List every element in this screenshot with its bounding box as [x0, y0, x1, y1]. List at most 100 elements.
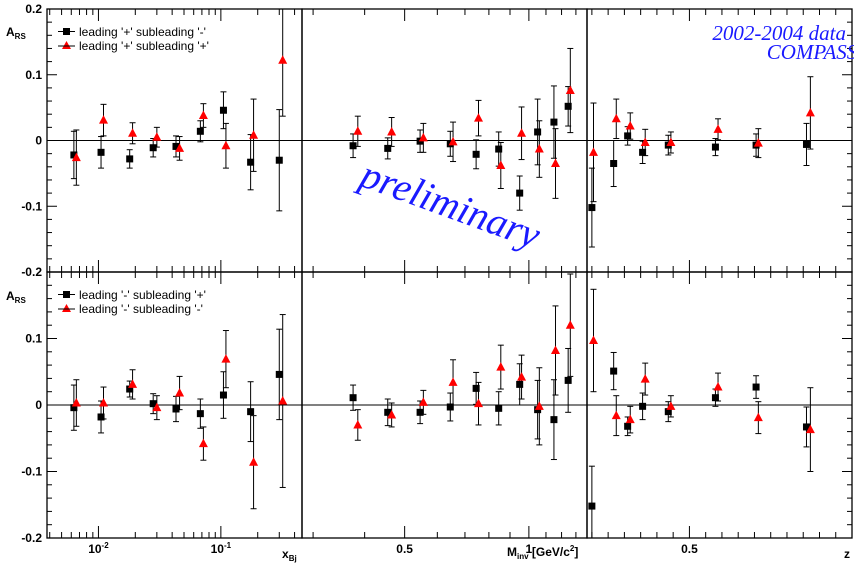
- data-point-square: [247, 158, 255, 166]
- legend-entry-top-2: leading '+' subleading '+': [79, 39, 209, 53]
- data-point-triangle: [534, 401, 544, 410]
- data-point-triangle: [278, 396, 288, 405]
- data-point-square: [172, 142, 180, 150]
- legend-entry-top-1: leading '+' subleading '-': [79, 25, 206, 39]
- x-tick-label: 1: [526, 542, 533, 556]
- data-point-square: [275, 156, 283, 164]
- data-point-square: [97, 148, 105, 156]
- data-point-triangle: [805, 424, 815, 434]
- data-point-triangle: [71, 398, 81, 407]
- y-tick-label: -0.1: [21, 465, 42, 479]
- data-point-triangle: [517, 128, 527, 137]
- data-point-triangle: [448, 136, 458, 146]
- data-point-triangle: [496, 362, 506, 371]
- data-point-triangle: [221, 140, 231, 150]
- x-axis-title-minv: Minv [GeV/c2]: [507, 544, 578, 561]
- x-tick-label: 0.5: [681, 542, 698, 556]
- y-tick-label: 0: [35, 134, 42, 148]
- x-tick-label-exponent: -1: [224, 541, 232, 550]
- x-tick-label-exponent: -2: [102, 541, 110, 550]
- y-tick-label: 0.2: [25, 2, 42, 16]
- x-tick-label: 10-2: [88, 541, 109, 556]
- data-point-triangle: [249, 130, 259, 139]
- data-point-square: [639, 402, 647, 410]
- data-point-square: [149, 400, 157, 408]
- data-point-square: [149, 144, 157, 152]
- data-point-triangle: [152, 402, 162, 412]
- x-tick-label: 0.5: [396, 542, 413, 556]
- data-point-square: [802, 140, 810, 148]
- data-point-square: [588, 204, 596, 212]
- data-point-square: [534, 128, 542, 136]
- data-point-square: [802, 423, 810, 431]
- data-point-triangle: [128, 128, 138, 137]
- x-axis-title-xbj: xBj: [282, 547, 297, 563]
- data-point-triangle: [565, 320, 575, 329]
- legend-top: leading '+' subleading '-' leading '+' s…: [58, 25, 209, 53]
- data-point-triangle: [640, 137, 650, 146]
- data-point-triangle: [474, 398, 484, 408]
- data-point-square: [219, 106, 227, 114]
- data-point-triangle: [387, 126, 397, 136]
- data-point-triangle: [198, 110, 208, 120]
- panel-frames: [46, 8, 853, 539]
- data-point-square: [349, 142, 357, 150]
- data-point-square: [624, 422, 632, 430]
- legend-marker-red-triangle: [62, 304, 71, 312]
- y-tick-label: -0.1: [21, 199, 42, 213]
- legend-marker-red-triangle: [62, 41, 71, 49]
- data-point-triangle: [418, 397, 428, 406]
- legend-entry-bottom-2: leading '-' subleading '-': [79, 302, 203, 316]
- data-point-square: [247, 408, 255, 416]
- data-point-triangle: [666, 401, 676, 410]
- data-point-square: [219, 391, 227, 399]
- data-point-square: [126, 155, 134, 163]
- data-point-triangle: [611, 410, 621, 420]
- data-point-triangle: [128, 379, 138, 388]
- data-point-triangle: [550, 158, 560, 168]
- data-point-triangle: [625, 414, 635, 424]
- data-point-square: [610, 160, 618, 168]
- data-point-triangle: [99, 115, 109, 124]
- data-point-square: [495, 404, 503, 412]
- y-tick-label: 0.1: [25, 68, 42, 82]
- data-point-triangle: [278, 55, 288, 64]
- y-tick-label: 0.1: [25, 332, 42, 346]
- data-point-square: [564, 102, 572, 110]
- data-point-square: [495, 145, 503, 153]
- data-point-square: [711, 143, 719, 151]
- data-point-square: [610, 367, 618, 375]
- data-point-square: [752, 383, 760, 391]
- data-point-square: [664, 408, 672, 416]
- data-point-square: [624, 132, 632, 140]
- data-point-square: [126, 385, 134, 393]
- data-point-square: [97, 413, 105, 421]
- data-point-triangle: [221, 354, 231, 363]
- data-point-triangle: [589, 335, 599, 344]
- legend-entry-bottom-1: leading '-' subleading '+': [79, 288, 206, 302]
- data-point-triangle: [517, 372, 527, 381]
- data-point-triangle: [474, 113, 484, 122]
- data-point-square: [172, 405, 180, 413]
- data-point-triangle: [534, 144, 544, 153]
- data-point-triangle: [198, 438, 208, 448]
- data-point-triangle: [353, 419, 363, 429]
- data-point-triangle: [565, 85, 575, 95]
- x-axis-title-z: z: [844, 547, 850, 561]
- annotation-data-period: 2002-2004 data: [712, 21, 846, 45]
- data-point-triangle: [611, 113, 621, 123]
- data-point-square: [588, 502, 596, 510]
- data-point-triangle: [175, 143, 185, 152]
- y-tick-label: -0.2: [21, 265, 42, 279]
- data-point-square: [639, 148, 647, 156]
- annotation-experiment: COMPASS: [767, 40, 854, 64]
- data-point-square: [516, 380, 524, 388]
- data-point-square: [550, 118, 558, 126]
- data-point-triangle: [805, 107, 815, 117]
- data-point-triangle: [175, 388, 185, 397]
- data-point-square: [384, 408, 392, 416]
- legend-bottom: leading '-' subleading '+' leading '-' s…: [58, 288, 206, 316]
- data-point-triangle: [387, 409, 397, 419]
- data-point-triangle: [713, 124, 723, 133]
- y-tick-label: -0.2: [21, 531, 42, 545]
